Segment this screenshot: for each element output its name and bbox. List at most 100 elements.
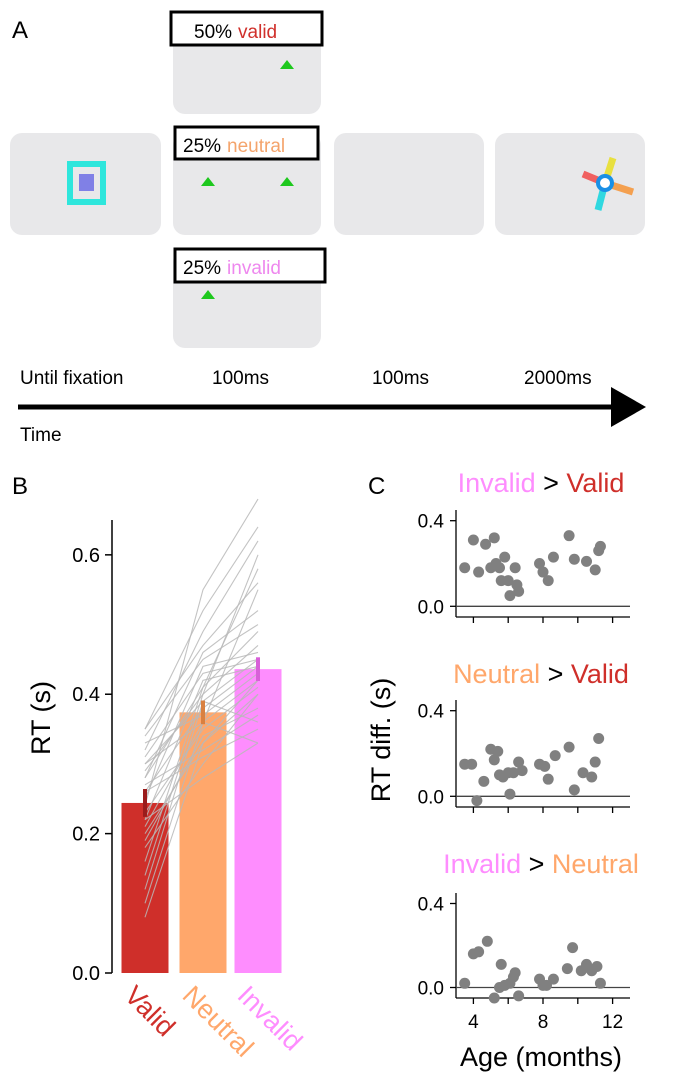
scatter-point bbox=[488, 532, 500, 544]
c-ylabel: RT diff. (s) bbox=[366, 678, 396, 803]
c-y-tick-label: 0.4 bbox=[418, 895, 445, 916]
subject-line bbox=[144, 714, 259, 786]
duration-cue: 100ms bbox=[212, 368, 269, 389]
c-y-tick-label: 0.0 bbox=[418, 979, 444, 1000]
scatter-title: Invalid > Neutral bbox=[443, 849, 639, 879]
scatter-point bbox=[488, 754, 500, 766]
scatter-point bbox=[513, 990, 525, 1002]
scatter-point bbox=[534, 558, 546, 569]
x-label-valid: Valid bbox=[119, 980, 181, 1042]
scatter-point bbox=[502, 575, 514, 587]
scatter-invalid-neutral: Invalid > Neutral 0.0 0.4 4 8 12 Age (months) bbox=[418, 849, 639, 1072]
time-arrow-head-icon bbox=[611, 387, 646, 427]
scatter-point bbox=[581, 555, 592, 567]
blank-screen bbox=[334, 133, 484, 235]
duration-fixation: Until fixation bbox=[20, 368, 124, 389]
subject-line bbox=[144, 610, 259, 779]
c-x-tick-label: 12 bbox=[602, 1012, 623, 1033]
scatter-point bbox=[459, 977, 471, 989]
b-y-tick-label: 0.6 bbox=[72, 545, 100, 567]
c-x-tick-label: 8 bbox=[538, 1012, 549, 1033]
scatter-point bbox=[577, 767, 589, 779]
scatter-point bbox=[549, 750, 561, 762]
target-screen bbox=[495, 133, 645, 235]
title-part: Invalid bbox=[458, 468, 536, 498]
scatter-point bbox=[593, 733, 605, 745]
duration-target: 2000ms bbox=[524, 368, 592, 389]
c-y-tick-label: 0.4 bbox=[418, 512, 445, 533]
cue-box-valid bbox=[169, 10, 324, 47]
c-y-tick-label: 0.0 bbox=[418, 787, 444, 808]
b-y-tick-label: 0.2 bbox=[72, 824, 100, 846]
cue-triangle-icon bbox=[201, 290, 215, 299]
scatter-point bbox=[516, 765, 528, 777]
pinwheel-target-icon bbox=[581, 156, 635, 211]
fixation-frame-icon bbox=[67, 161, 106, 205]
panel-label-a: A bbox=[12, 17, 28, 44]
scatter-point bbox=[547, 551, 559, 563]
b-y-tick-label: 0.0 bbox=[72, 963, 100, 985]
b-ylabel: RT (s) bbox=[26, 681, 56, 755]
panel-label-b: B bbox=[12, 473, 28, 500]
title-part: Neutral bbox=[453, 659, 540, 689]
c-x-tick-label: 4 bbox=[468, 1012, 479, 1033]
c-y-tick-label: 0.0 bbox=[418, 597, 444, 618]
cue-triangle-icon bbox=[201, 177, 215, 186]
cue-label-invalid: 25% invalid bbox=[183, 258, 281, 279]
panel-label-c: C bbox=[368, 473, 385, 500]
subject-line bbox=[144, 728, 259, 793]
scatter-point bbox=[594, 540, 606, 552]
title-part: > bbox=[521, 849, 552, 879]
scatter-point bbox=[459, 562, 471, 574]
title-part: Valid bbox=[571, 659, 629, 689]
scatter-point bbox=[481, 935, 493, 947]
scatter-point bbox=[547, 973, 559, 985]
c-x-label: Age (months) bbox=[460, 1042, 622, 1072]
scatter-point bbox=[513, 756, 525, 768]
scatter-point bbox=[586, 771, 598, 783]
scatter-point bbox=[539, 760, 551, 772]
subject-line bbox=[144, 568, 259, 779]
title-part: Invalid bbox=[443, 849, 521, 879]
scatter-point bbox=[563, 741, 575, 753]
scatter-title: Invalid > Valid bbox=[458, 468, 625, 498]
scatter-point bbox=[537, 566, 549, 578]
subject-line bbox=[144, 554, 259, 772]
subject-line bbox=[144, 658, 259, 758]
cue-triangle-icon bbox=[280, 60, 294, 69]
scatter-point bbox=[467, 534, 479, 546]
scatter-point bbox=[473, 946, 485, 958]
scatter-point bbox=[542, 773, 554, 785]
c-y-tick-label: 0.4 bbox=[418, 702, 445, 723]
subject-line bbox=[144, 526, 259, 730]
scatter-point bbox=[567, 942, 579, 954]
scatter-point bbox=[561, 963, 573, 975]
scatter-point bbox=[542, 575, 554, 587]
subject-line bbox=[144, 707, 259, 841]
scatter-title: Neutral > Valid bbox=[453, 659, 629, 689]
cue-triangle-icon bbox=[280, 177, 294, 186]
subject-line bbox=[144, 624, 259, 737]
scatter-point bbox=[499, 551, 511, 563]
scatter-point bbox=[589, 564, 601, 576]
subject-line bbox=[144, 686, 259, 814]
scatter-point bbox=[589, 756, 601, 768]
scatter-point bbox=[480, 538, 492, 550]
scatter-point bbox=[471, 795, 483, 807]
bar-invalid bbox=[234, 669, 282, 973]
scatter-point bbox=[504, 788, 516, 800]
scatter-point bbox=[507, 767, 519, 779]
scatter-point bbox=[568, 553, 580, 565]
fixation-square-icon bbox=[79, 174, 94, 191]
scatter-invalid-valid: Invalid > Valid 0.0 0.4 bbox=[418, 468, 630, 623]
duration-blank: 100ms bbox=[372, 368, 429, 389]
scatter-point bbox=[513, 585, 525, 597]
cue-box-neutral bbox=[173, 125, 320, 161]
scatter-point bbox=[568, 784, 580, 796]
cue-label-valid: 50% valid bbox=[194, 22, 277, 43]
scatter-point bbox=[509, 967, 521, 979]
scatter-point bbox=[495, 958, 507, 970]
scatter-point bbox=[473, 566, 485, 578]
